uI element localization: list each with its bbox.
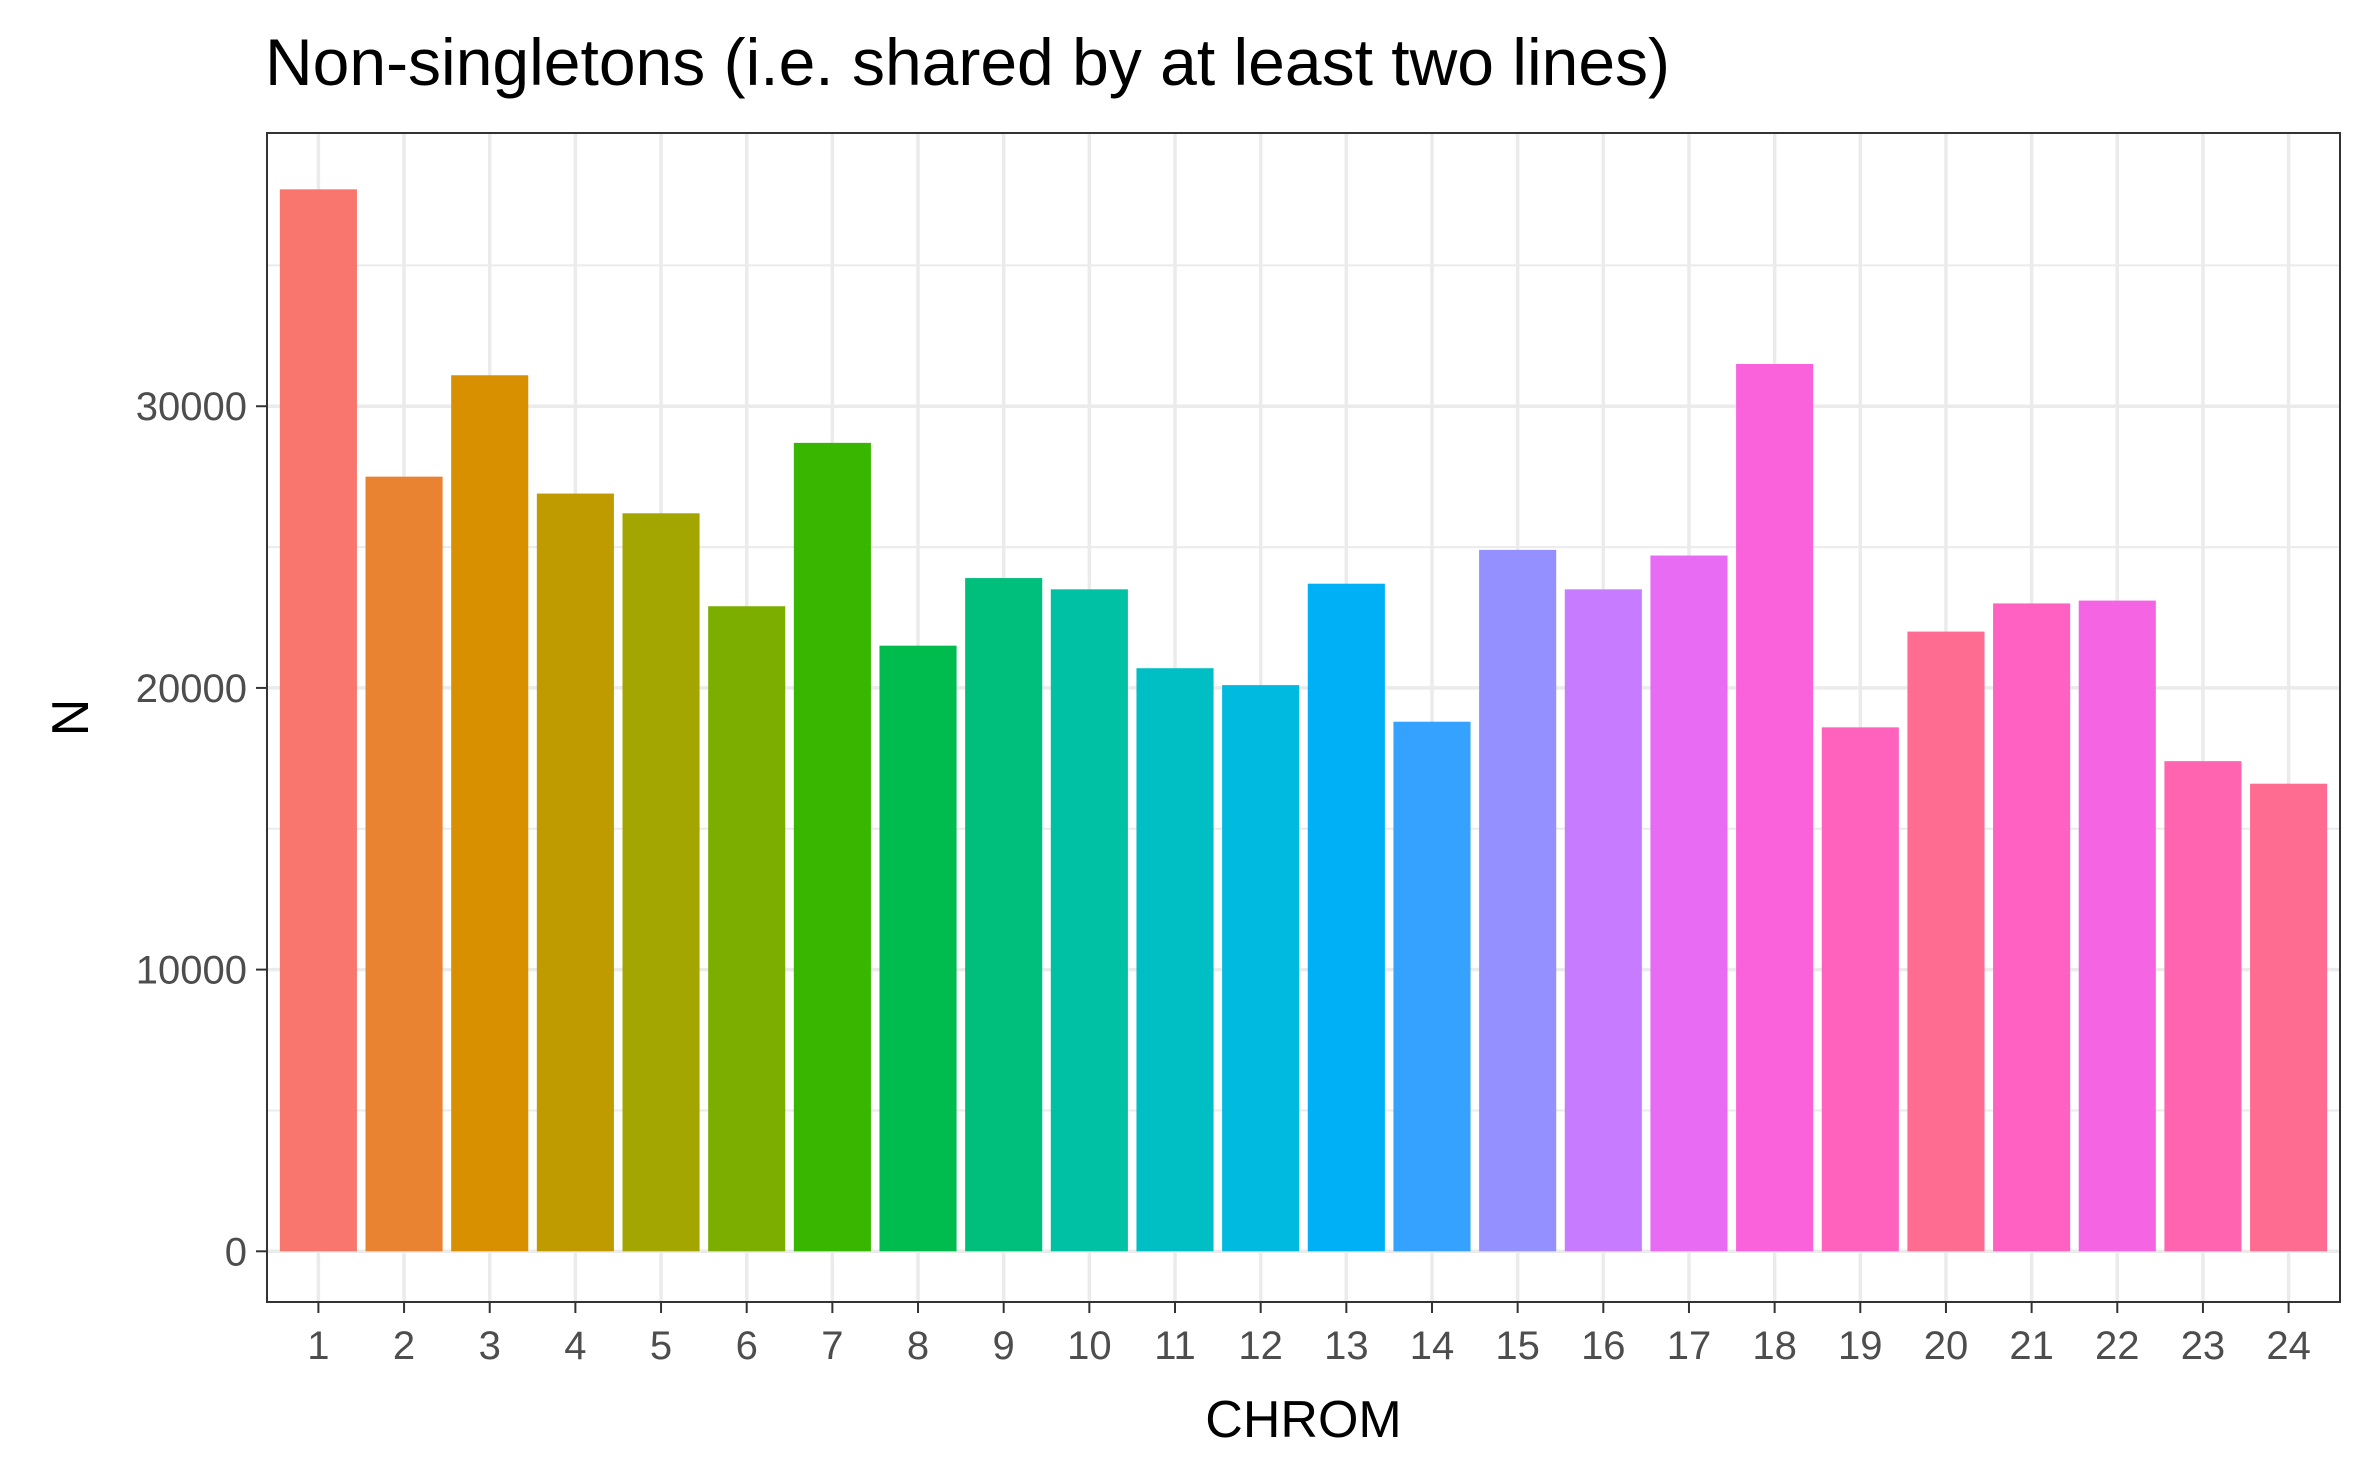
bar-chrom-24 xyxy=(2250,783,2328,1252)
bar-chrom-2 xyxy=(365,476,443,1252)
x-tick-label: 19 xyxy=(1838,1324,1883,1368)
panel-border xyxy=(266,132,2341,1303)
x-tick-label: 1 xyxy=(307,1324,329,1368)
x-tick-label: 24 xyxy=(2266,1324,2311,1368)
bars xyxy=(279,189,2328,1252)
bar-chrom-10 xyxy=(1050,589,1128,1252)
x-tick-label: 12 xyxy=(1238,1324,1283,1368)
bar-chrom-13 xyxy=(1307,583,1385,1252)
y-tick-label: 30000 xyxy=(136,385,247,429)
bar-chrom-15 xyxy=(1479,549,1557,1252)
x-tick-label: 11 xyxy=(1154,1324,1196,1368)
x-tick-label: 14 xyxy=(1410,1324,1455,1368)
y-axis: 0 10000 20000 30000 xyxy=(136,385,267,1274)
bar-chrom-9 xyxy=(965,578,1043,1252)
x-tick-label: 10 xyxy=(1067,1324,1112,1368)
x-tick-label: 13 xyxy=(1324,1324,1369,1368)
bar-chrom-12 xyxy=(1222,685,1300,1252)
bar-chrom-19 xyxy=(1821,727,1899,1252)
bar-chrom-1 xyxy=(279,189,357,1252)
x-tick-label: 4 xyxy=(564,1324,586,1368)
x-tick-label: 20 xyxy=(1924,1324,1969,1368)
x-tick-label: 9 xyxy=(993,1324,1015,1368)
bar-chrom-5 xyxy=(622,513,700,1252)
bar-chrom-4 xyxy=(536,493,614,1252)
bar-chrom-11 xyxy=(1136,668,1214,1252)
y-tick-label: 20000 xyxy=(136,667,247,711)
x-tick-label: 3 xyxy=(479,1324,501,1368)
y-axis-title: N xyxy=(42,699,100,737)
x-tick-label: 21 xyxy=(2009,1324,2054,1368)
bar-chrom-7 xyxy=(793,442,871,1252)
x-tick-label: 16 xyxy=(1581,1324,1626,1368)
bar-chrom-22 xyxy=(2078,600,2156,1252)
x-tick-label: 15 xyxy=(1495,1324,1540,1368)
bar-chrom-3 xyxy=(451,375,529,1252)
x-tick-label: 8 xyxy=(907,1324,929,1368)
chart-title: Non-singletons (i.e. shared by at least … xyxy=(265,25,1671,99)
bar-chrom-17 xyxy=(1650,555,1728,1252)
x-tick-label: 18 xyxy=(1752,1324,1797,1368)
x-tick-label: 2 xyxy=(393,1324,415,1368)
bar-chrom-21 xyxy=(1993,603,2071,1252)
x-tick-label: 6 xyxy=(736,1324,758,1368)
x-axis-title: CHROM xyxy=(1205,1391,1401,1449)
bar-chrom-18 xyxy=(1736,363,1814,1252)
bar-chrom-14 xyxy=(1393,721,1471,1252)
x-tick-label: 7 xyxy=(821,1324,843,1368)
x-axis: 1 2 3 4 5 6 7 8 9 10 11 12 13 14 15 16 17 18 19 20 21 22 23 24 xyxy=(307,1302,2311,1368)
x-tick-label: 22 xyxy=(2095,1324,2140,1368)
bar-chrom-6 xyxy=(708,606,786,1252)
bar-chrom-16 xyxy=(1564,589,1642,1252)
y-tick-label: 0 xyxy=(225,1230,247,1274)
bar-chrom-8 xyxy=(879,645,957,1252)
x-tick-label: 17 xyxy=(1667,1324,1712,1368)
bar-chrom-20 xyxy=(1907,631,1985,1252)
x-tick-label: 5 xyxy=(650,1324,672,1368)
y-tick-label: 10000 xyxy=(136,949,247,993)
x-tick-label: 23 xyxy=(2181,1324,2226,1368)
bar-chrom-23 xyxy=(2164,761,2242,1252)
